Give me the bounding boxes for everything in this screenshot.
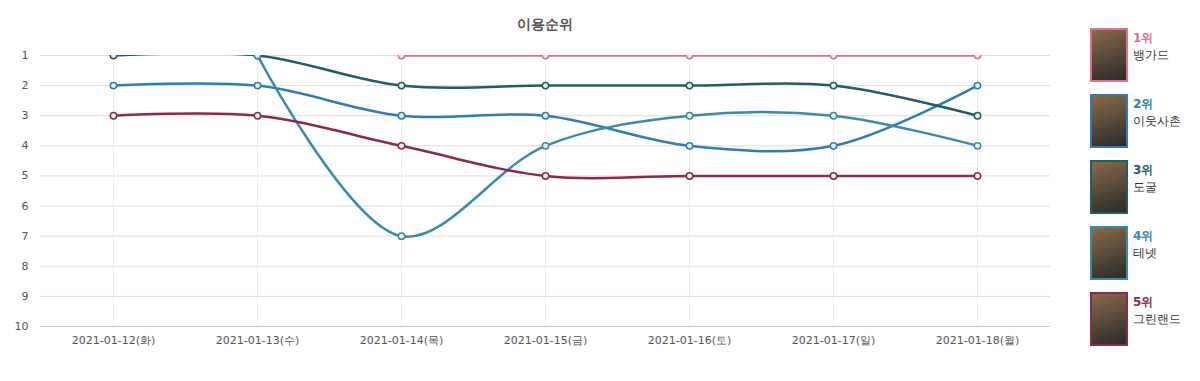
svg-text:4: 4 [22, 139, 29, 152]
html-text:도굴: 도굴 [1133, 180, 1157, 194]
html-text:그린랜드: 그린랜드 [1133, 312, 1181, 326]
html-text:뱅가드: 뱅가드 [1133, 48, 1169, 62]
svg-text:2021-01-12(화): 2021-01-12(화) [72, 334, 156, 347]
svg-text:2021-01-18(월): 2021-01-18(월) [936, 334, 1020, 347]
svg-text:3: 3 [22, 109, 29, 122]
svg-text:6: 6 [22, 200, 29, 213]
html-text:테넷: 테넷 [1133, 246, 1157, 260]
svg-text:9: 9 [22, 290, 29, 303]
svg-text:5: 5 [22, 169, 29, 182]
svg-text:10: 10 [15, 320, 29, 333]
svg-text:1: 1 [22, 49, 29, 62]
svg-text:2021-01-13(수): 2021-01-13(수) [216, 334, 300, 347]
svg-text:7: 7 [22, 230, 29, 243]
svg-text:2: 2 [22, 79, 29, 92]
svg-text:2021-01-16(토): 2021-01-16(토) [648, 334, 732, 347]
html-text:1위: 1위 [1133, 31, 1154, 45]
html-text:이웃사촌: 이웃사촌 [1133, 114, 1181, 128]
svg-text:8: 8 [22, 260, 29, 273]
svg-text:2021-01-15(금): 2021-01-15(금) [504, 334, 588, 347]
svg-text:2021-01-14(목): 2021-01-14(목) [360, 334, 444, 347]
html-text:3위: 3위 [1133, 163, 1154, 177]
html-text:이용순위: 이용순위 [517, 16, 573, 32]
html-text:4위: 4위 [1133, 229, 1154, 243]
svg-text:2021-01-17(일): 2021-01-17(일) [792, 334, 876, 347]
html-text:5위: 5위 [1133, 295, 1154, 309]
html-text:2위: 2위 [1133, 97, 1154, 111]
